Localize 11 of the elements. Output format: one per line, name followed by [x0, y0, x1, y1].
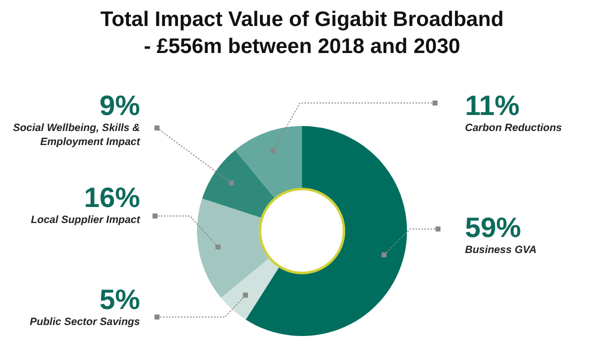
data-label: 16% [82, 182, 140, 213]
slice-label: Local Supplier Impact [30, 213, 140, 227]
chart-title: Total Impact Value of Gigabit Broadband - £556m between 2018 and 2030 [100, 7, 504, 60]
slice-label: Carbon Reductions [465, 121, 563, 135]
data-label: 9% [98, 90, 140, 121]
slice-label: Business GVA [465, 243, 538, 257]
slice-label: Social Wellbeing, Skills & Employment Impact [12, 121, 140, 149]
data-label: 59% [465, 212, 522, 243]
slice-label: Public Sector Savings [28, 315, 140, 329]
data-label: 5% [98, 284, 140, 315]
data-label: 11% [465, 90, 520, 121]
